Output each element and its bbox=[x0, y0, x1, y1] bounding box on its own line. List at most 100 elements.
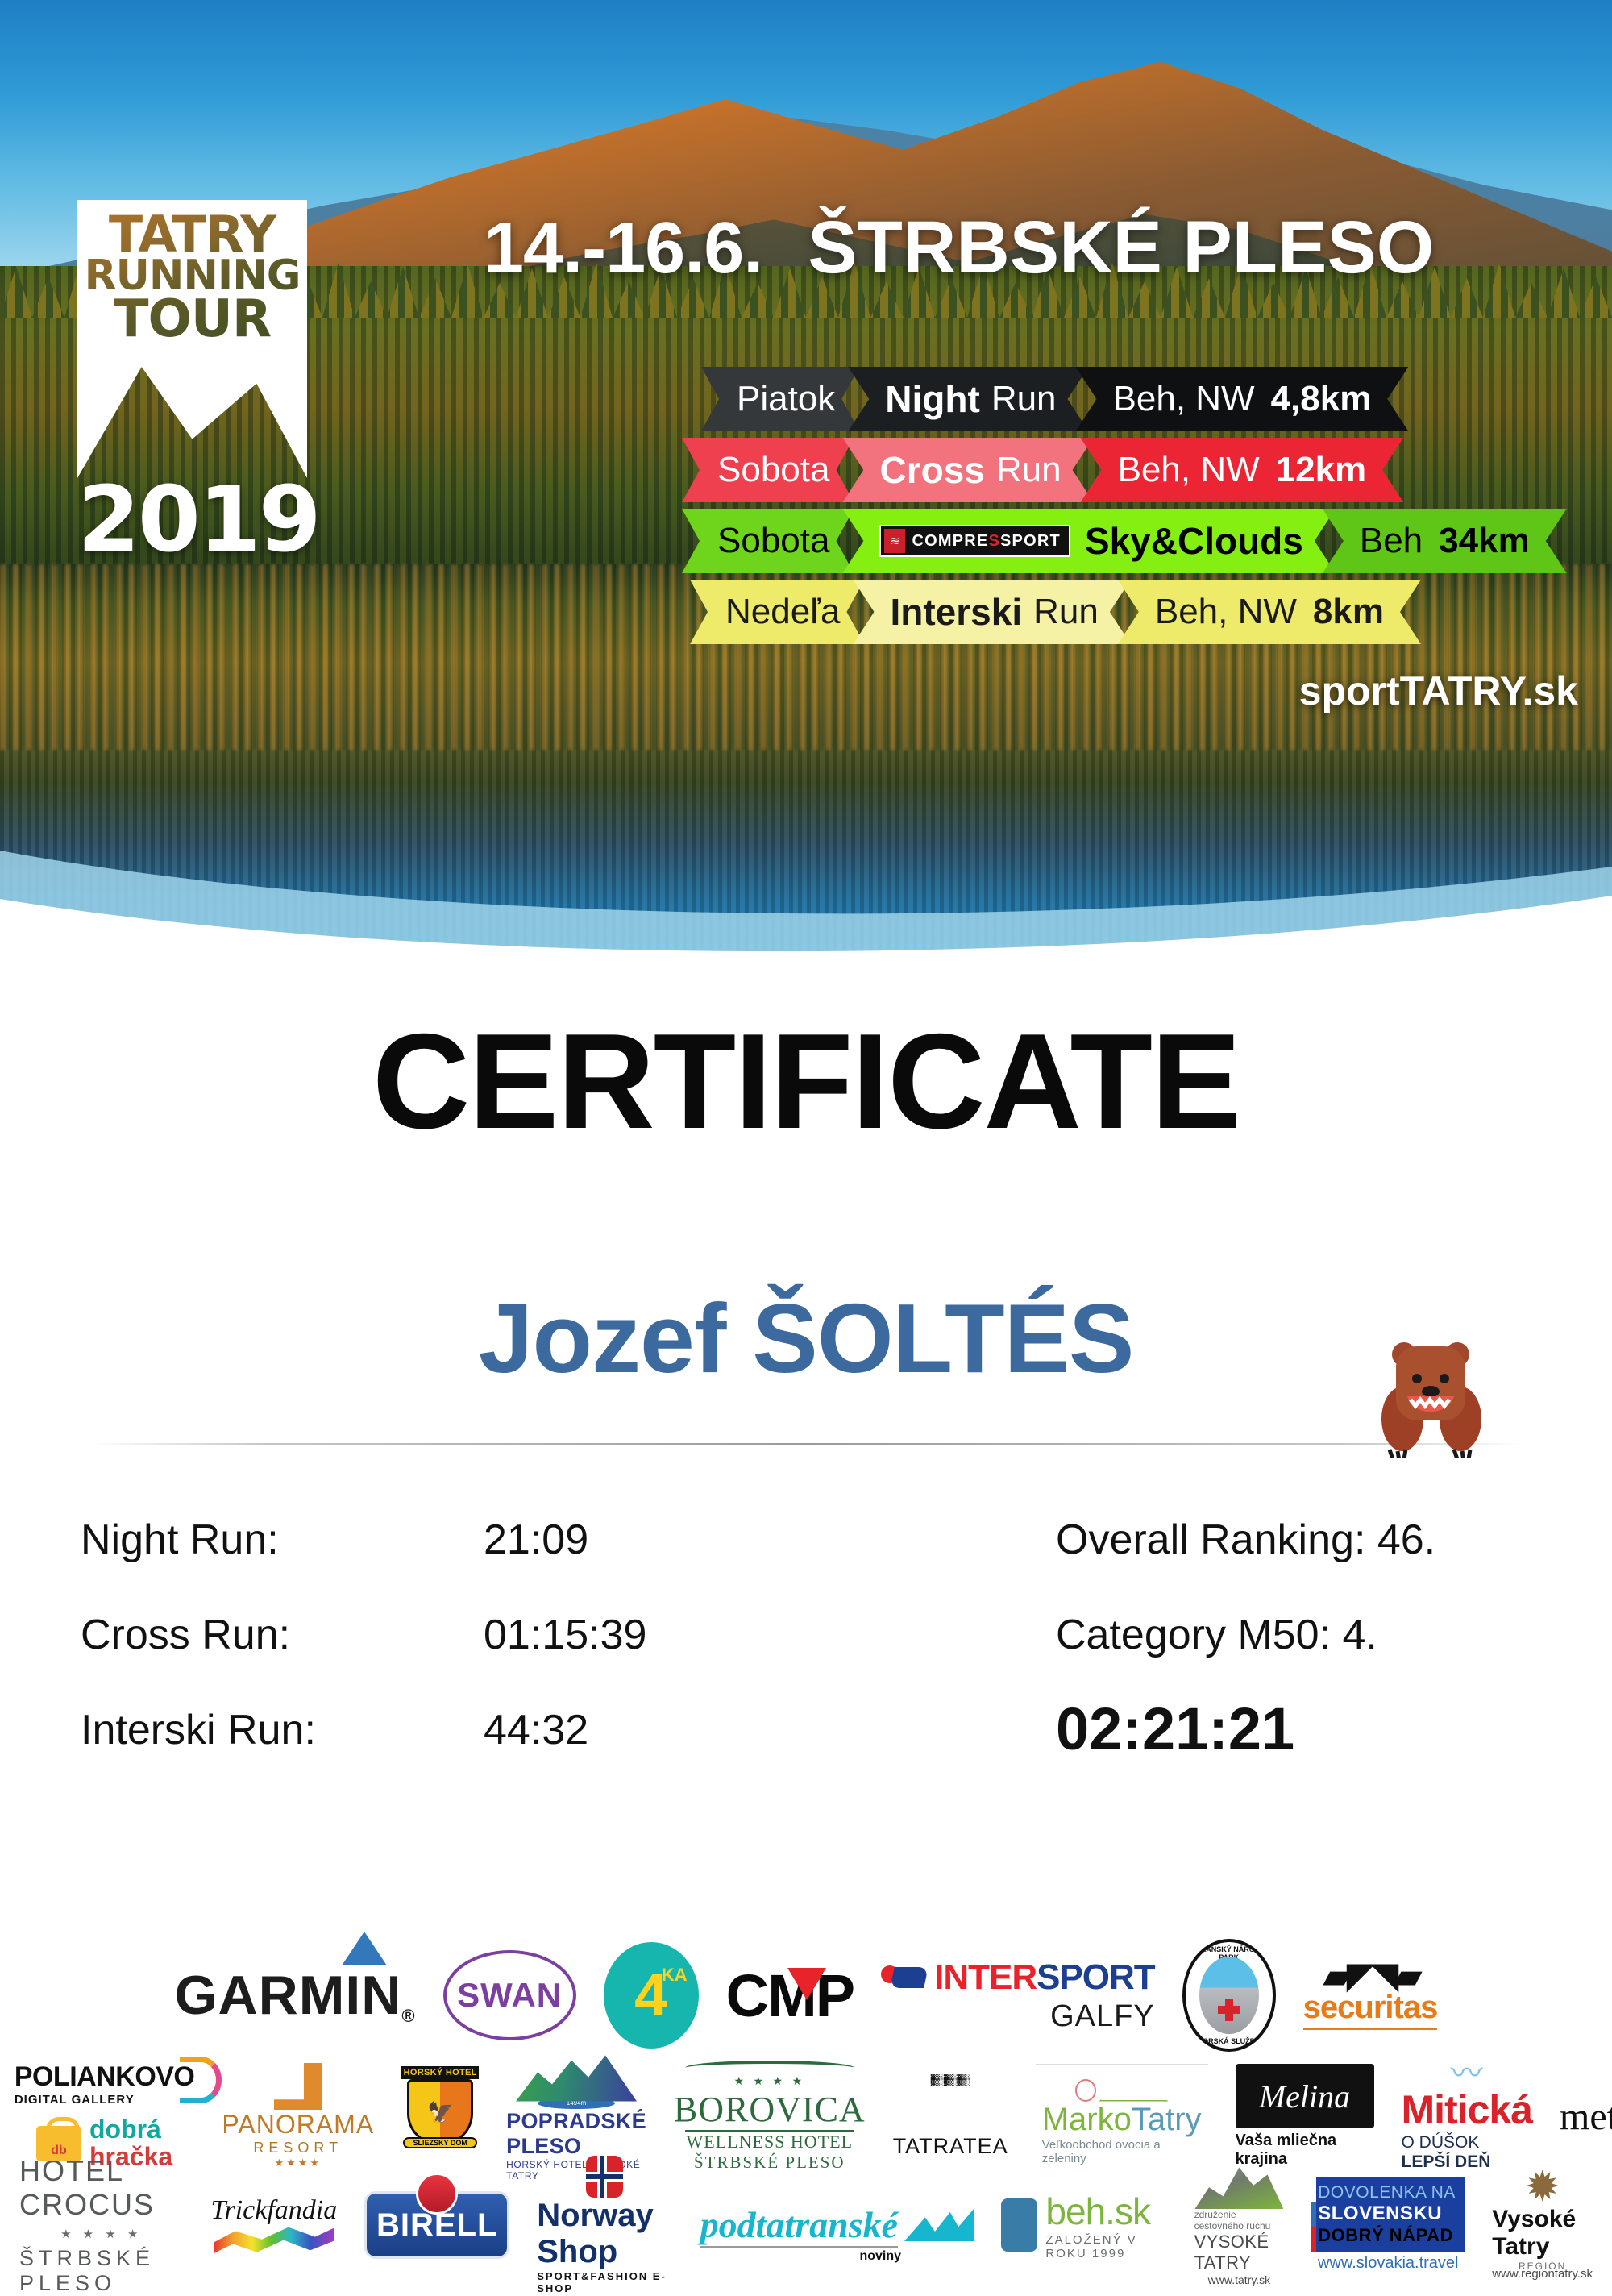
result-label-1: Cross Run: bbox=[81, 1612, 291, 1658]
garmin-wordmark: GARMIN bbox=[174, 1965, 402, 2026]
result-label-0: Night Run: bbox=[81, 1516, 279, 1563]
cmp-triangle-icon bbox=[787, 1967, 826, 2000]
panorama-wordmark: PANORAMA bbox=[222, 2110, 375, 2139]
red-cross-icon bbox=[1217, 1999, 1240, 2021]
sponsor-sliezsky-dom: HORSKÝ HOTEL 🦅 SLIEZSKY DOM bbox=[401, 2066, 480, 2166]
sliezsky-shield-icon: 🦅 bbox=[407, 2079, 474, 2145]
podtatranske-sub: noviny bbox=[859, 2248, 902, 2263]
sponsor-popradske-pleso: 1494m POPRADSKÉ PLESO HORSKÝ HOTEL - VYS… bbox=[506, 2052, 646, 2182]
sponsor-borovica: ★ ★ ★ ★ BOROVICA WELLNESS HOTEL ŠTRBSKÉ … bbox=[673, 2060, 866, 2173]
securitas-bird-icon: ▰◤◥▰ bbox=[1323, 1953, 1422, 1996]
race-name-bold-3: Interski bbox=[890, 591, 1023, 633]
sponsor-poliankovo: POLIANKOVO DIGITAL GALLERY db dobrá hrač… bbox=[14, 2057, 222, 2171]
sponsor-miticka: 〰 Mitická O DÚŠOK LEPŠÍ DEŇ bbox=[1402, 2057, 1534, 2172]
panorama-stars: ★★★★ bbox=[274, 2157, 322, 2169]
sponsor-region-vysoke-tatry: ✹ Vysoké Tatry REGIÓN www.regiontatry.sk bbox=[1492, 2164, 1593, 2280]
result-label-2: Interski Run: bbox=[81, 1707, 316, 1753]
tatratea-folk-pattern-icon: ▓▒░▓▒░▓▒░▓▒░▓▒░▓▒░ bbox=[930, 2073, 970, 2086]
race-name-bold-0: Night bbox=[885, 378, 980, 420]
race-type-0: Beh, NW bbox=[1112, 379, 1255, 418]
borovica-sub1: WELLNESS HOTEL bbox=[686, 2131, 854, 2152]
race-distance-0: 4,8km bbox=[1270, 379, 1372, 418]
tricklandia-ribbon-icon bbox=[213, 2227, 334, 2254]
race-bar-interski-run: Nedeľa Interski Run Beh, NW 8km bbox=[0, 580, 1612, 644]
vysoke-tatry-mountain-icon bbox=[1194, 2167, 1284, 2209]
sponsor-intersport-galfy: INTERSPORT GALFY bbox=[881, 1957, 1156, 2034]
race-name-rest-3: Run bbox=[1033, 592, 1099, 631]
region-tatry-sub: REGIÓN bbox=[1518, 2260, 1567, 2272]
vysoke-tatry-url: www.tatry.sk bbox=[1207, 2273, 1271, 2286]
category-ranking: Category M50: 4. bbox=[1056, 1612, 1377, 1658]
sponsor-vysoke-tatry-zdruzenie: združenie cestovného ruchu VYSOKÉ TATRY … bbox=[1194, 2164, 1285, 2286]
sponsor-row-1: GARMIN® SWAN 4 KA CMP bbox=[0, 1932, 1612, 2056]
borovica-arc-icon bbox=[684, 2060, 854, 2075]
garmin-triangle-icon bbox=[341, 1932, 387, 1965]
sponsor-cmp: CMP bbox=[726, 1961, 855, 2030]
dobra-hracka-bag-icon: db bbox=[36, 2117, 81, 2161]
behsk-runner-icon bbox=[1001, 2198, 1038, 2252]
securitas-wordmark: securitas bbox=[1302, 1990, 1438, 2031]
bear-mascot-icon bbox=[1381, 1342, 1481, 1458]
race-type-3: Beh, NW bbox=[1154, 592, 1297, 631]
overall-ranking: Overall Ranking: 46. bbox=[1056, 1516, 1436, 1563]
race-name-rest-1: Run bbox=[995, 450, 1062, 489]
region-tatry-sun-icon: ✹ bbox=[1524, 2164, 1560, 2211]
slovakia-travel-url: www.slovakia.travel bbox=[1317, 2254, 1459, 2272]
sponsor-melina: Melina Vaša mliečna krajina bbox=[1235, 2064, 1374, 2169]
panorama-sub: RESORT bbox=[253, 2140, 343, 2156]
race-schedule-bars: Piatok Night Run Beh, NW 4,8km Sobota Cr… bbox=[0, 367, 1612, 651]
behsk-wordmark: beh.sk bbox=[1045, 2190, 1151, 2232]
sponsor-tricklandia: Trickfandia bbox=[210, 2195, 337, 2255]
birell-wordmark: BIRELL bbox=[376, 2207, 498, 2243]
race-name-bold-2: Sky&Clouds bbox=[1084, 520, 1303, 562]
compressport-mark-icon: ≋ bbox=[884, 529, 905, 553]
norway-shop-wordmark: Norway Shop bbox=[537, 2198, 654, 2269]
sponsor-meteo-sk: meteo°sk bbox=[1560, 2094, 1612, 2138]
hero-wave-divider bbox=[0, 851, 1612, 959]
melina-tagline: Vaša mliečna krajina bbox=[1235, 2132, 1337, 2168]
result-value-0: 21:09 bbox=[484, 1516, 589, 1563]
event-website: sportTATRY.sk bbox=[1298, 668, 1578, 713]
podtatranske-wordmark: podtatranské bbox=[700, 2203, 899, 2245]
race-type-2: Beh bbox=[1359, 521, 1423, 560]
event-header: 14.-16.6. ŠTRBSKÉ PLESO bbox=[484, 206, 1434, 290]
race-distance-3: 8km bbox=[1312, 592, 1384, 631]
borovica-stars: ★ ★ ★ ★ bbox=[733, 2075, 806, 2088]
sponsor-podtatranske-noviny: podtatranské noviny bbox=[700, 2203, 974, 2263]
fka-numeral: 4 bbox=[634, 1961, 668, 2028]
event-date: 14.-16.6. bbox=[484, 208, 763, 289]
sponsor-horska-sluzba: TATRANSKÝ NÁRODNÝ PARK HORSKÁ SLUŽBA bbox=[1182, 1939, 1276, 2052]
compressport-logo: ≋ COMPRESSPORT bbox=[879, 525, 1070, 557]
result-value-2: 44:32 bbox=[484, 1707, 589, 1753]
poliankovo-arc-icon bbox=[180, 2057, 222, 2104]
dovolenka-line2: SLOVENSKU bbox=[1318, 2202, 1443, 2224]
sponsor-hotel-crocus-text: HOTEL CROCUS ★ ★ ★ ★ ŠTRBSKÉ PLESO bbox=[19, 2154, 183, 2296]
event-place: ŠTRBSKÉ PLESO bbox=[808, 206, 1435, 289]
poliankovo-wordmark: POLIANKOVO bbox=[14, 2061, 195, 2093]
race-day-0: Piatok bbox=[737, 379, 836, 418]
marko-apple-icon bbox=[1074, 2078, 1096, 2102]
crocus-stars: ★ ★ ★ ★ bbox=[60, 2227, 143, 2241]
dobra-hracka-line2: hračka bbox=[89, 2142, 173, 2171]
sponsor-logos: GARMIN® SWAN 4 KA CMP bbox=[0, 1932, 1612, 2295]
logo-line-3: TOUR bbox=[113, 289, 272, 349]
dovolenka-line3: DOBRÝ NÁPAD bbox=[1318, 2225, 1453, 2245]
tricklandia-wordmark: Trickfandia bbox=[210, 2195, 338, 2225]
sponsor-swan: SWAN bbox=[442, 1950, 576, 2040]
total-time: 02:21:21 bbox=[1056, 1695, 1295, 1762]
race-bar-sky-clouds: Sobota ≋ COMPRESSPORT Sky&Clouds Beh 34k… bbox=[0, 509, 1612, 573]
popradske-wordmark: POPRADSKÉ PLESO bbox=[506, 2108, 646, 2158]
sponsor-birell: BIRELL bbox=[364, 2191, 510, 2259]
sponsor-row-2: POLIANKOVO DIGITAL GALLERY db dobrá hrač… bbox=[0, 2055, 1612, 2182]
norway-shop-tagline: SPORT&FASHION E-SHOP bbox=[537, 2270, 667, 2294]
sponsor-norway-shop: Norway Shop SPORT&FASHION E-SHOP bbox=[537, 2156, 672, 2294]
sponsor-slovakia-travel: DOVOLENKA NA SLOVENSKU DOBRÝ NÁPAD www.s… bbox=[1311, 2177, 1465, 2273]
borovica-wordmark: BOROVICA bbox=[673, 2089, 866, 2129]
race-day-2: Sobota bbox=[717, 521, 830, 560]
intersport-mark-icon bbox=[881, 1964, 929, 1991]
tatratea-wordmark: TATRATEA bbox=[892, 2133, 1008, 2158]
behsk-tagline: ZALOŽENÝ V ROKU 1999 bbox=[1045, 2233, 1137, 2261]
result-row-cross-run: Cross Run: 01:15:39 Category M50: 4. bbox=[0, 1611, 1612, 1706]
sponsor-behsk: beh.sk ZALOŽENÝ V ROKU 1999 bbox=[1001, 2190, 1167, 2261]
sponsor-row-3: HOTEL CROCUS ★ ★ ★ ★ ŠTRBSKÉ PLESO Trick… bbox=[0, 2154, 1612, 2295]
